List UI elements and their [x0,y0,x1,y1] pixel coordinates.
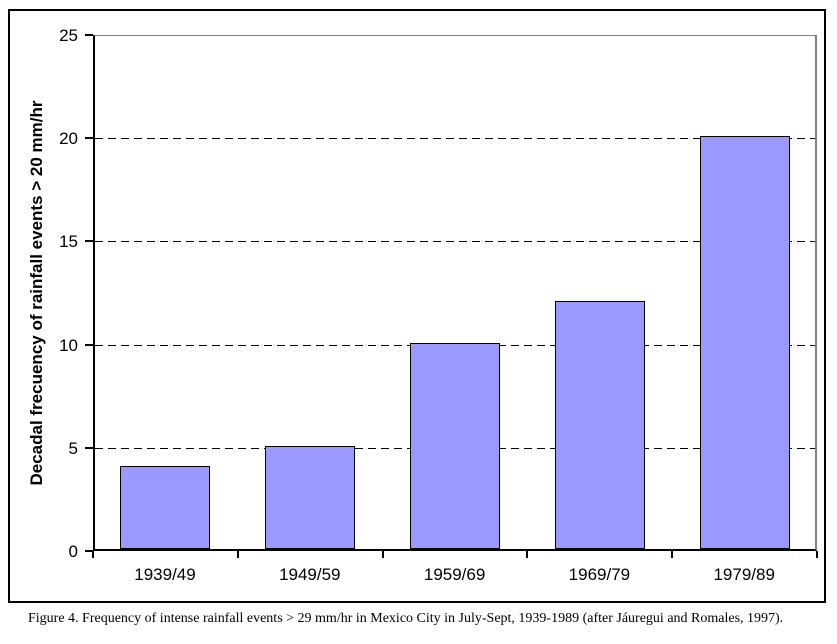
x-tick-mark-2 [381,551,384,558]
plot-area [93,35,817,551]
x-tick-mark-0 [92,551,94,558]
x-category-label-1979-89: 1979/89 [713,565,775,584]
y-tick-mark-5 [85,446,93,449]
y-tick-label-0: 0 [68,542,78,561]
y-tick-label-10: 10 [59,335,78,355]
y-tick-mark-25 [85,34,93,36]
x-category-label-1949-59: 1949/59 [279,565,341,584]
y-tick-label-15: 15 [59,232,78,252]
bar-1939-49 [120,466,211,549]
x-tick-mark-5 [816,551,818,558]
figure-caption: Figure 4. Frequency of intense rainfall … [28,611,784,626]
y-axis-title: Decadal frecuency of rainfall events > 2… [27,100,46,486]
x-tick-mark-3 [526,551,529,558]
y-tick-label-25: 25 [59,26,78,45]
x-tick-mark-1 [236,551,239,558]
y-tick-mark-20 [85,137,93,140]
x-category-label-1969-79: 1969/79 [568,565,631,584]
gridline-15 [95,241,815,243]
gridline-20 [95,138,815,140]
bar-1949-59 [265,445,356,549]
x-category-label-1939-49: 1939/49 [134,565,196,584]
y-tick-mark-0 [85,550,93,552]
y-tick-label-5: 5 [68,438,78,458]
bar-1979-89 [699,136,790,549]
y-tick-label-20: 20 [59,129,78,149]
bar-1969-79 [554,301,645,549]
y-tick-mark-10 [85,343,93,346]
x-tick-mark-4 [671,551,674,558]
x-category-label-1959-69: 1959/69 [423,565,486,584]
bar-1959-69 [410,342,500,549]
y-tick-mark-15 [85,240,93,243]
